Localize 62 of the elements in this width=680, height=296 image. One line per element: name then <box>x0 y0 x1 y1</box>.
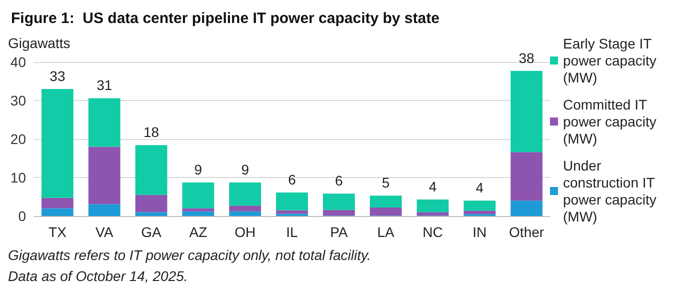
chart-title: Figure 1: US data center pipeline IT power capacity by state <box>11 10 440 27</box>
total-label: 6 <box>335 172 344 189</box>
bar <box>370 196 402 208</box>
bar <box>510 200 542 216</box>
bar <box>510 70 542 152</box>
bar <box>88 204 120 216</box>
bar <box>276 192 308 210</box>
y-axis-title: Gigawatts <box>8 35 70 51</box>
bar <box>135 194 168 212</box>
x-tick-label: OH <box>234 224 256 240</box>
total-label: 4 <box>428 178 437 194</box>
bar <box>182 208 214 212</box>
bar <box>88 98 120 147</box>
total-label: 9 <box>241 162 250 178</box>
bar <box>135 145 168 195</box>
x-tick-label: Other <box>509 224 544 240</box>
total-label: 38 <box>518 50 535 66</box>
total-label: 33 <box>50 68 66 84</box>
total-label: 4 <box>476 180 484 196</box>
x-tick-label: PA <box>330 224 348 240</box>
bar <box>88 146 120 204</box>
total-label: 18 <box>143 124 160 140</box>
total-label: 31 <box>96 77 112 94</box>
legend-label: Committed IT power capacity (MW) <box>563 96 660 146</box>
bar <box>464 200 496 211</box>
text: Gigawatts refers to IT power capacity only, not total facility. <box>8 247 371 263</box>
bar <box>464 210 496 214</box>
x-tick-label: NC <box>422 224 443 240</box>
x-tick-label: GA <box>141 224 162 240</box>
bar <box>229 211 262 216</box>
y-tick-label: 10 <box>10 170 26 186</box>
bar <box>42 208 74 216</box>
bar <box>135 212 168 216</box>
bar <box>322 210 355 216</box>
x-tick-label: AZ <box>189 224 208 240</box>
bar <box>416 212 449 216</box>
bar <box>42 198 74 208</box>
bar <box>322 194 355 210</box>
bar <box>276 210 308 214</box>
total-label: 6 <box>288 172 296 188</box>
total-label: 5 <box>382 174 390 191</box>
x-tick-label: IL <box>286 224 298 240</box>
bar <box>229 206 262 212</box>
y-tick-label: 20 <box>10 131 26 147</box>
bar <box>229 182 262 206</box>
x-tick-label: VA <box>96 224 114 240</box>
y-tick-label: 30 <box>10 92 26 108</box>
x-tick-label: LA <box>377 224 396 240</box>
bar <box>182 211 214 216</box>
x-tick-label: TX <box>48 224 68 240</box>
total-label: 9 <box>194 162 202 178</box>
x-tick-label: IN <box>472 224 487 240</box>
legend-label: Early Stage IT power capacity (MW) <box>563 36 660 86</box>
bar <box>182 182 214 208</box>
y-tick-label: 0 <box>18 208 26 224</box>
bar <box>370 208 402 216</box>
bar <box>416 199 449 212</box>
bar <box>42 88 74 198</box>
y-tick-label: 40 <box>10 54 26 70</box>
text: Data as of October 14, 2025. <box>8 268 188 284</box>
legend-label: Under construction IT power capacity (MW) <box>563 158 660 224</box>
bar <box>510 152 542 201</box>
